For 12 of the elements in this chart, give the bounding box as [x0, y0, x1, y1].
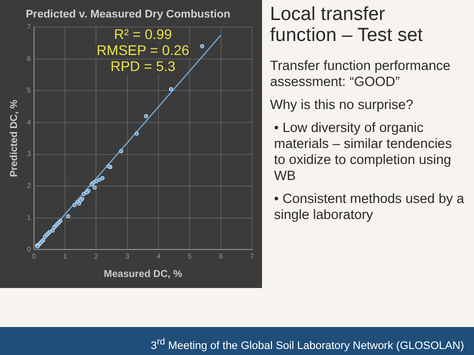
- text: 3$^{rd}$ Meeting of the Global Soil Laboratory Network (GLOSOLAN): [150, 336, 464, 352]
- text: Why is this no surprise?: [270, 97, 414, 113]
- annotation: RPD = 5.3: [110, 58, 176, 74]
- text: Local transfer function – Test set: [270, 4, 424, 46]
- chart-title: Predicted v. Measured Dry Combustion: [26, 8, 231, 21]
- x-axis-title: Measured DC, %: [104, 268, 182, 280]
- y-axis-title: Predicted DC, %: [8, 100, 20, 178]
- text: Transfer function performance assessment: “GOOD”: [270, 58, 452, 90]
- annotation: RMSEP = 0.26: [96, 42, 190, 58]
- annotation: R² = 0.99: [114, 26, 172, 42]
- text: • Low diversity of organic materials – similar tendencies to oxidize to completion using WB: [273, 120, 453, 184]
- text: • Consistent methods used by a single laboratory: [273, 191, 465, 223]
